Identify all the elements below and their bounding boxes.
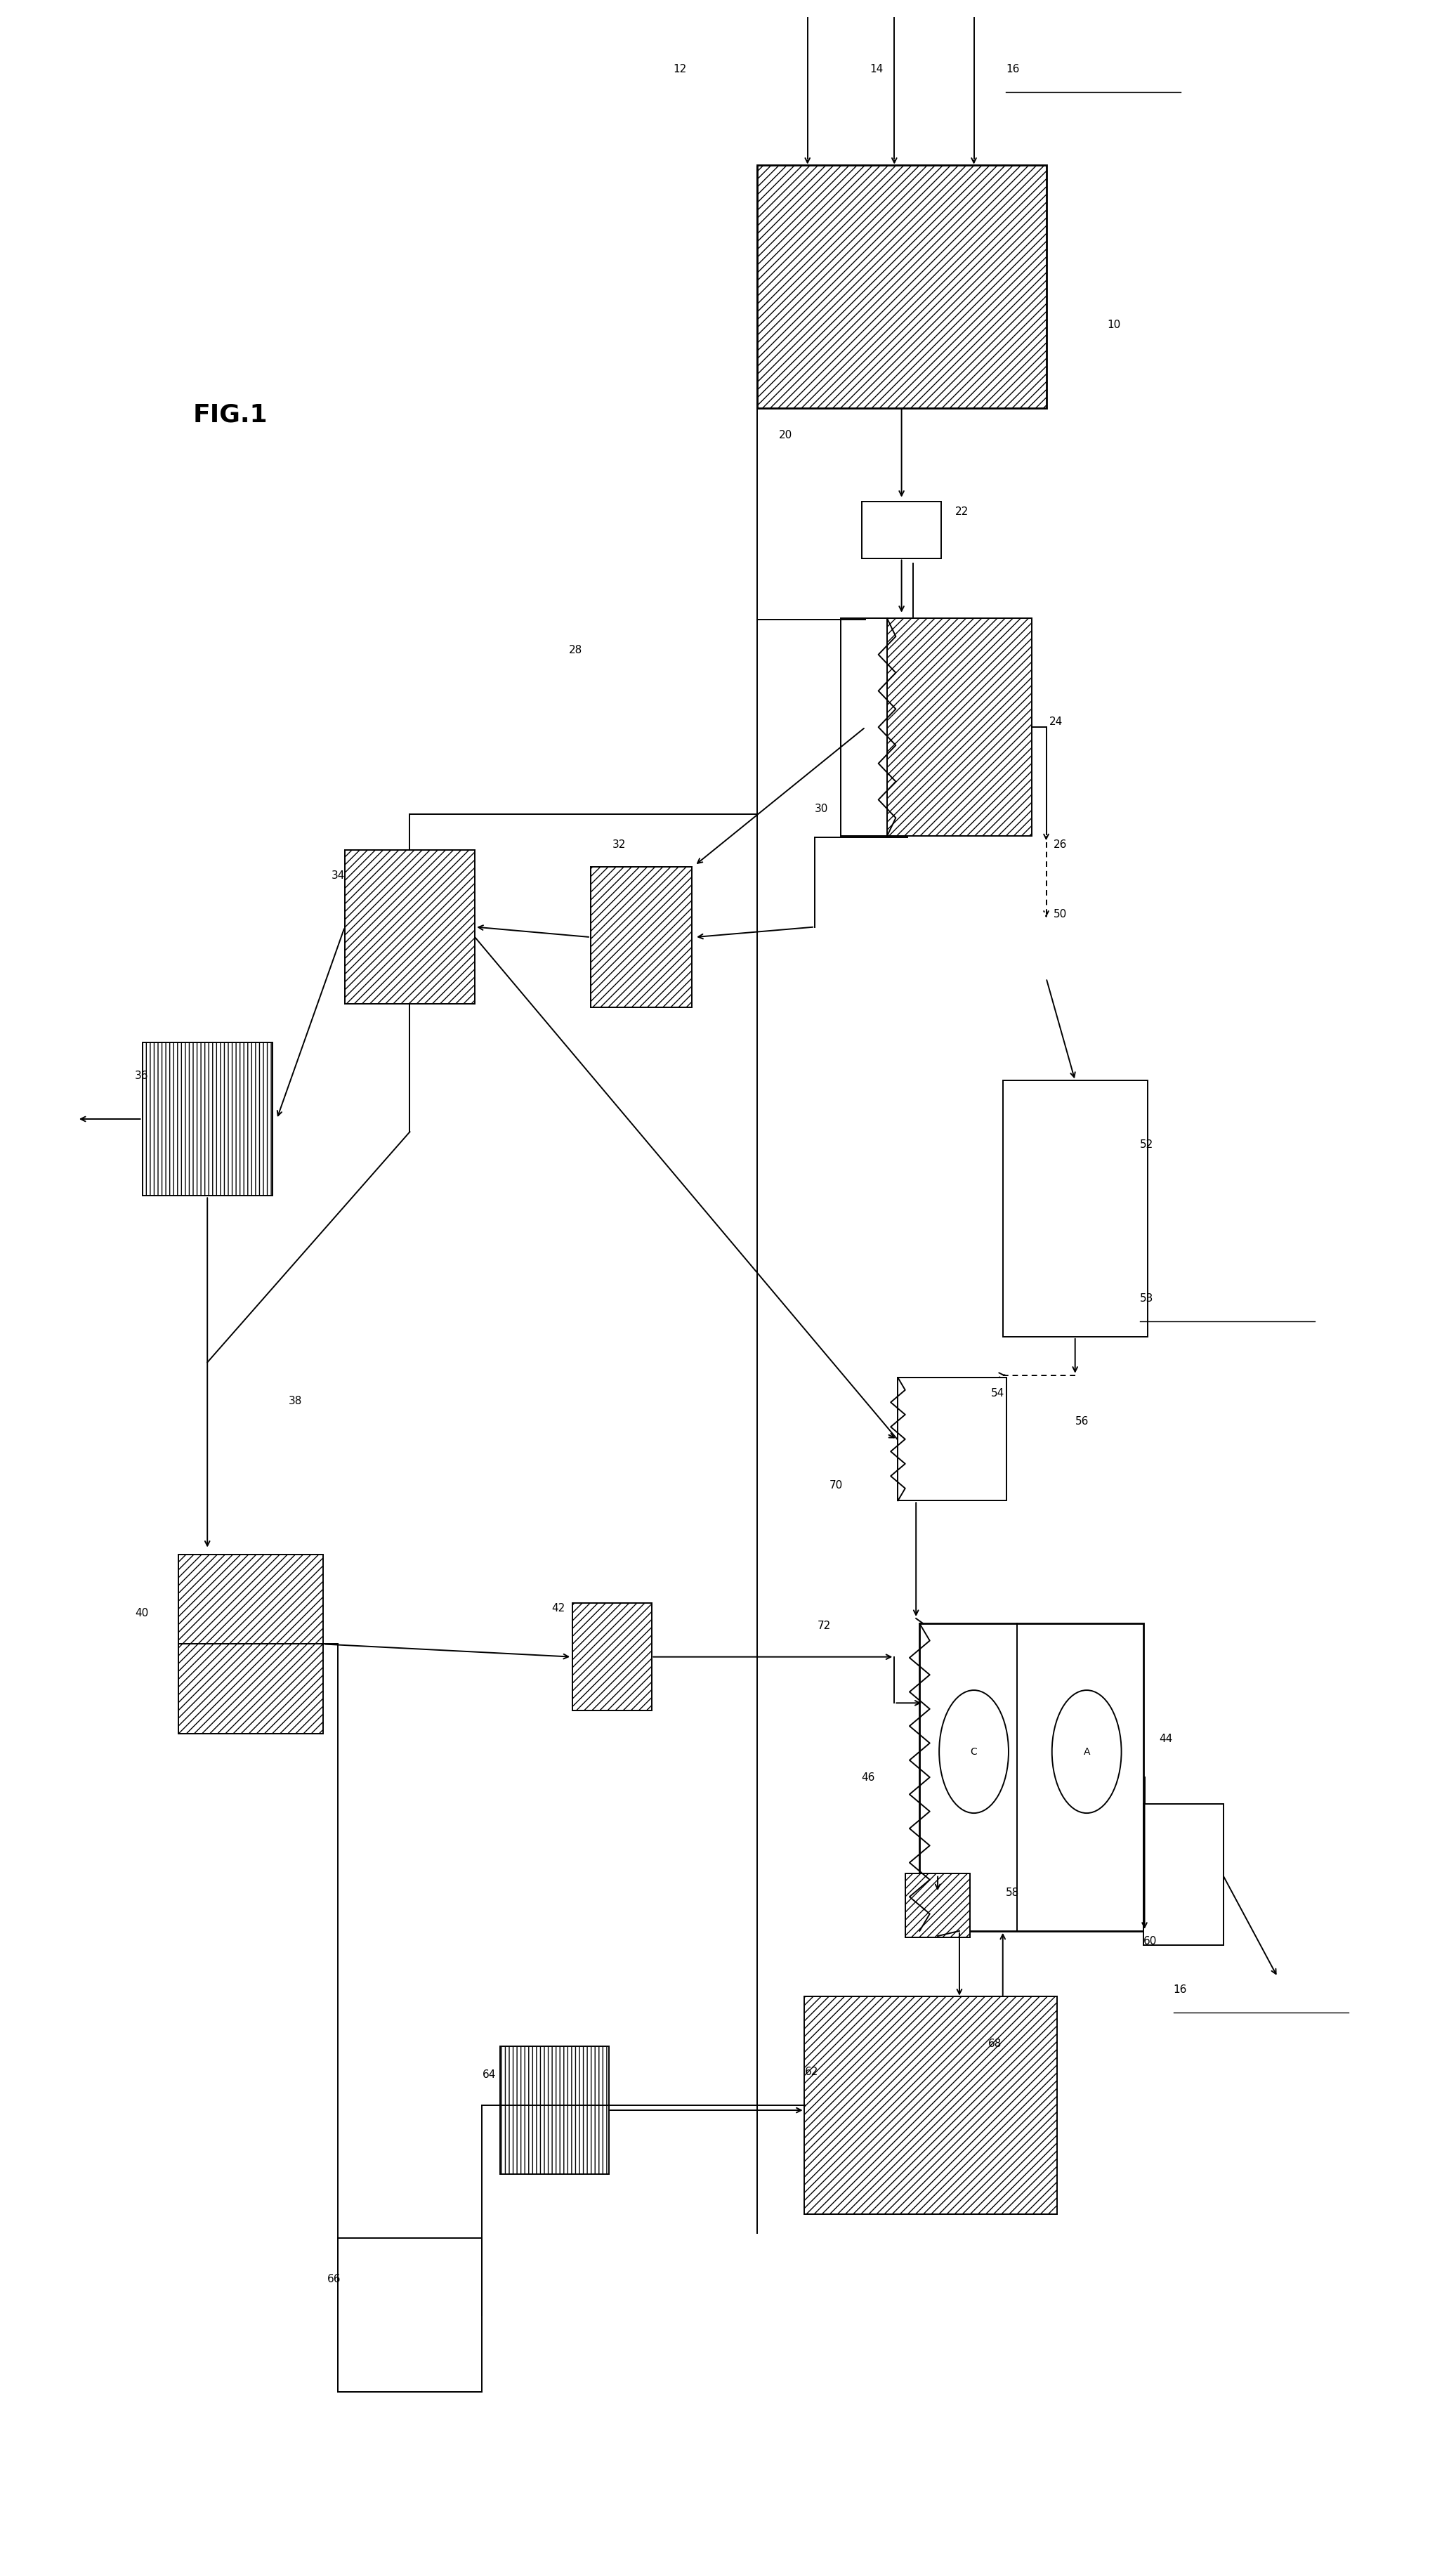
Bar <box>757 165 1047 409</box>
Bar <box>840 617 887 836</box>
Bar <box>338 2239 482 2391</box>
Bar <box>179 1555 323 1733</box>
Text: 72: 72 <box>818 1620 831 1633</box>
Text: 38: 38 <box>288 1396 301 1406</box>
Text: 44: 44 <box>1159 1733 1172 1743</box>
Text: 54: 54 <box>992 1388 1005 1399</box>
Text: 10: 10 <box>1107 319 1121 329</box>
Text: 50: 50 <box>1053 910 1067 920</box>
Text: 56: 56 <box>1075 1417 1089 1427</box>
Bar <box>804 1995 1057 2214</box>
Text: FIG.1: FIG.1 <box>192 404 268 427</box>
Text: 42: 42 <box>552 1602 565 1615</box>
Text: 32: 32 <box>613 841 626 851</box>
Bar <box>591 866 692 1008</box>
Text: 16: 16 <box>1006 64 1019 75</box>
Text: 58: 58 <box>1006 1887 1019 1897</box>
Bar <box>143 1041 272 1196</box>
Text: 26: 26 <box>1053 841 1067 851</box>
Text: 22: 22 <box>955 506 968 517</box>
Text: 52: 52 <box>1140 1139 1153 1149</box>
Bar <box>906 1874 970 1939</box>
Bar <box>501 2047 609 2175</box>
Bar <box>572 1604 652 1710</box>
Text: 36: 36 <box>135 1070 149 1080</box>
Text: 30: 30 <box>815 805 828 815</box>
Text: 64: 64 <box>482 2070 495 2080</box>
Bar <box>1144 1805 1223 1946</box>
Text: 68: 68 <box>989 2039 1002 2049</box>
Text: 24: 24 <box>1050 717 1063 728</box>
Text: 40: 40 <box>135 1607 149 1620</box>
Text: 60: 60 <box>1143 1936 1156 1946</box>
Text: 14: 14 <box>869 64 884 75</box>
Bar <box>345 851 475 1003</box>
Text: 66: 66 <box>328 2273 341 2286</box>
Text: 46: 46 <box>860 1771 875 1782</box>
Text: 53: 53 <box>1140 1293 1153 1303</box>
Bar <box>887 617 1032 836</box>
Text: A: A <box>1083 1746 1091 1756</box>
Text: 62: 62 <box>805 2067 818 2077</box>
Bar <box>862 501 942 558</box>
Bar <box>920 1622 1144 1931</box>
Text: 16: 16 <box>1174 1985 1187 1995</box>
Text: 20: 20 <box>779 429 792 440</box>
Text: 28: 28 <box>569 645 582 656</box>
Bar <box>898 1378 1006 1501</box>
Bar <box>1003 1080 1147 1337</box>
Text: 70: 70 <box>830 1481 843 1491</box>
Text: C: C <box>971 1746 977 1756</box>
Text: 12: 12 <box>673 64 687 75</box>
Text: 34: 34 <box>332 872 345 882</box>
